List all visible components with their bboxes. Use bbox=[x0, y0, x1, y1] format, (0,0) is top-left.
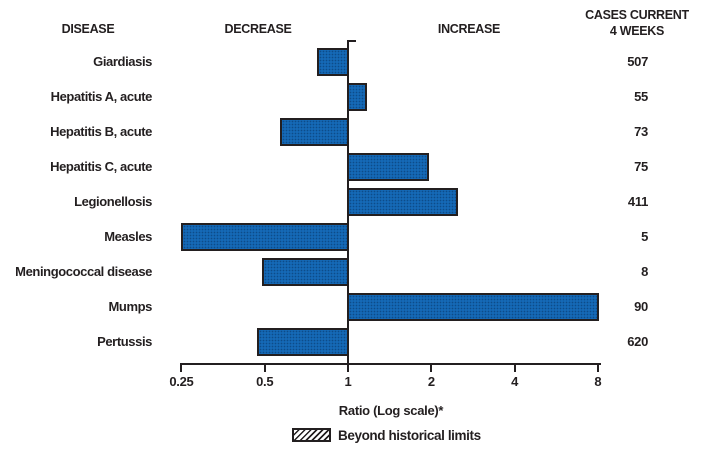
x-axis-tick bbox=[263, 363, 266, 372]
ratio-bar bbox=[262, 258, 349, 286]
column-header-decrease: DECREASE bbox=[224, 22, 292, 36]
x-axis-tick bbox=[596, 363, 599, 372]
x-axis-tick bbox=[180, 363, 183, 372]
disease-label: Mumps bbox=[108, 299, 152, 314]
disease-label: Measles bbox=[104, 229, 152, 244]
x-axis-tick bbox=[430, 363, 433, 372]
ratio-bar bbox=[347, 83, 367, 111]
x-axis-tick bbox=[513, 363, 516, 372]
x-axis-tick-label: 2 bbox=[427, 374, 435, 389]
column-header-disease: DISEASE bbox=[61, 22, 115, 36]
disease-label: Hepatitis C, acute bbox=[50, 159, 152, 174]
ratio-1-baseline-top-tick bbox=[347, 40, 356, 42]
ratio-bar bbox=[347, 188, 458, 216]
ratio-bar bbox=[181, 223, 349, 251]
x-axis-tick bbox=[347, 363, 349, 372]
hatch-swatch-icon bbox=[292, 428, 331, 442]
x-axis-tick-label: 0.25 bbox=[169, 374, 194, 389]
ratio-bar bbox=[257, 328, 349, 356]
x-axis-tick-label: 8 bbox=[594, 374, 602, 389]
column-header-cases: CASES CURRENT 4 WEEKS bbox=[567, 7, 707, 39]
cases-value: 55 bbox=[634, 89, 648, 104]
legend: Beyond historical limits bbox=[292, 427, 481, 443]
cases-value: 75 bbox=[634, 159, 648, 174]
ratio-bar bbox=[347, 153, 430, 181]
cases-value: 8 bbox=[641, 264, 648, 279]
disease-label: Hepatitis B, acute bbox=[50, 124, 152, 139]
x-axis-tick-label: 0.5 bbox=[256, 374, 274, 389]
column-header-increase: INCREASE bbox=[437, 22, 501, 36]
x-axis-title: Ratio (Log scale)* bbox=[338, 403, 444, 418]
ratio-bar bbox=[280, 118, 349, 146]
disease-label: Legionellosis bbox=[74, 194, 152, 209]
x-axis-tick-label: 4 bbox=[511, 374, 519, 389]
disease-label: Pertussis bbox=[97, 334, 152, 349]
cases-value: 507 bbox=[627, 54, 648, 69]
cases-value: 90 bbox=[634, 299, 648, 314]
legend-label: Beyond historical limits bbox=[338, 427, 481, 443]
column-header-cases-line1: CASES CURRENT bbox=[585, 8, 689, 22]
disease-label: Meningococcal disease bbox=[15, 264, 152, 279]
cases-value: 73 bbox=[634, 124, 648, 139]
cases-value: 411 bbox=[627, 194, 648, 209]
disease-label: Giardiasis bbox=[93, 54, 152, 69]
cases-value: 620 bbox=[627, 334, 648, 349]
ratio-bar bbox=[316, 48, 349, 76]
column-header-cases-line2: 4 WEEKS bbox=[609, 24, 665, 38]
ratio-bar bbox=[347, 293, 600, 321]
cases-value: 5 bbox=[641, 229, 648, 244]
x-axis-line bbox=[180, 363, 601, 365]
x-axis-tick-label: 1 bbox=[344, 374, 352, 389]
disease-label: Hepatitis A, acute bbox=[50, 89, 153, 104]
ratio-1-baseline bbox=[347, 40, 349, 365]
